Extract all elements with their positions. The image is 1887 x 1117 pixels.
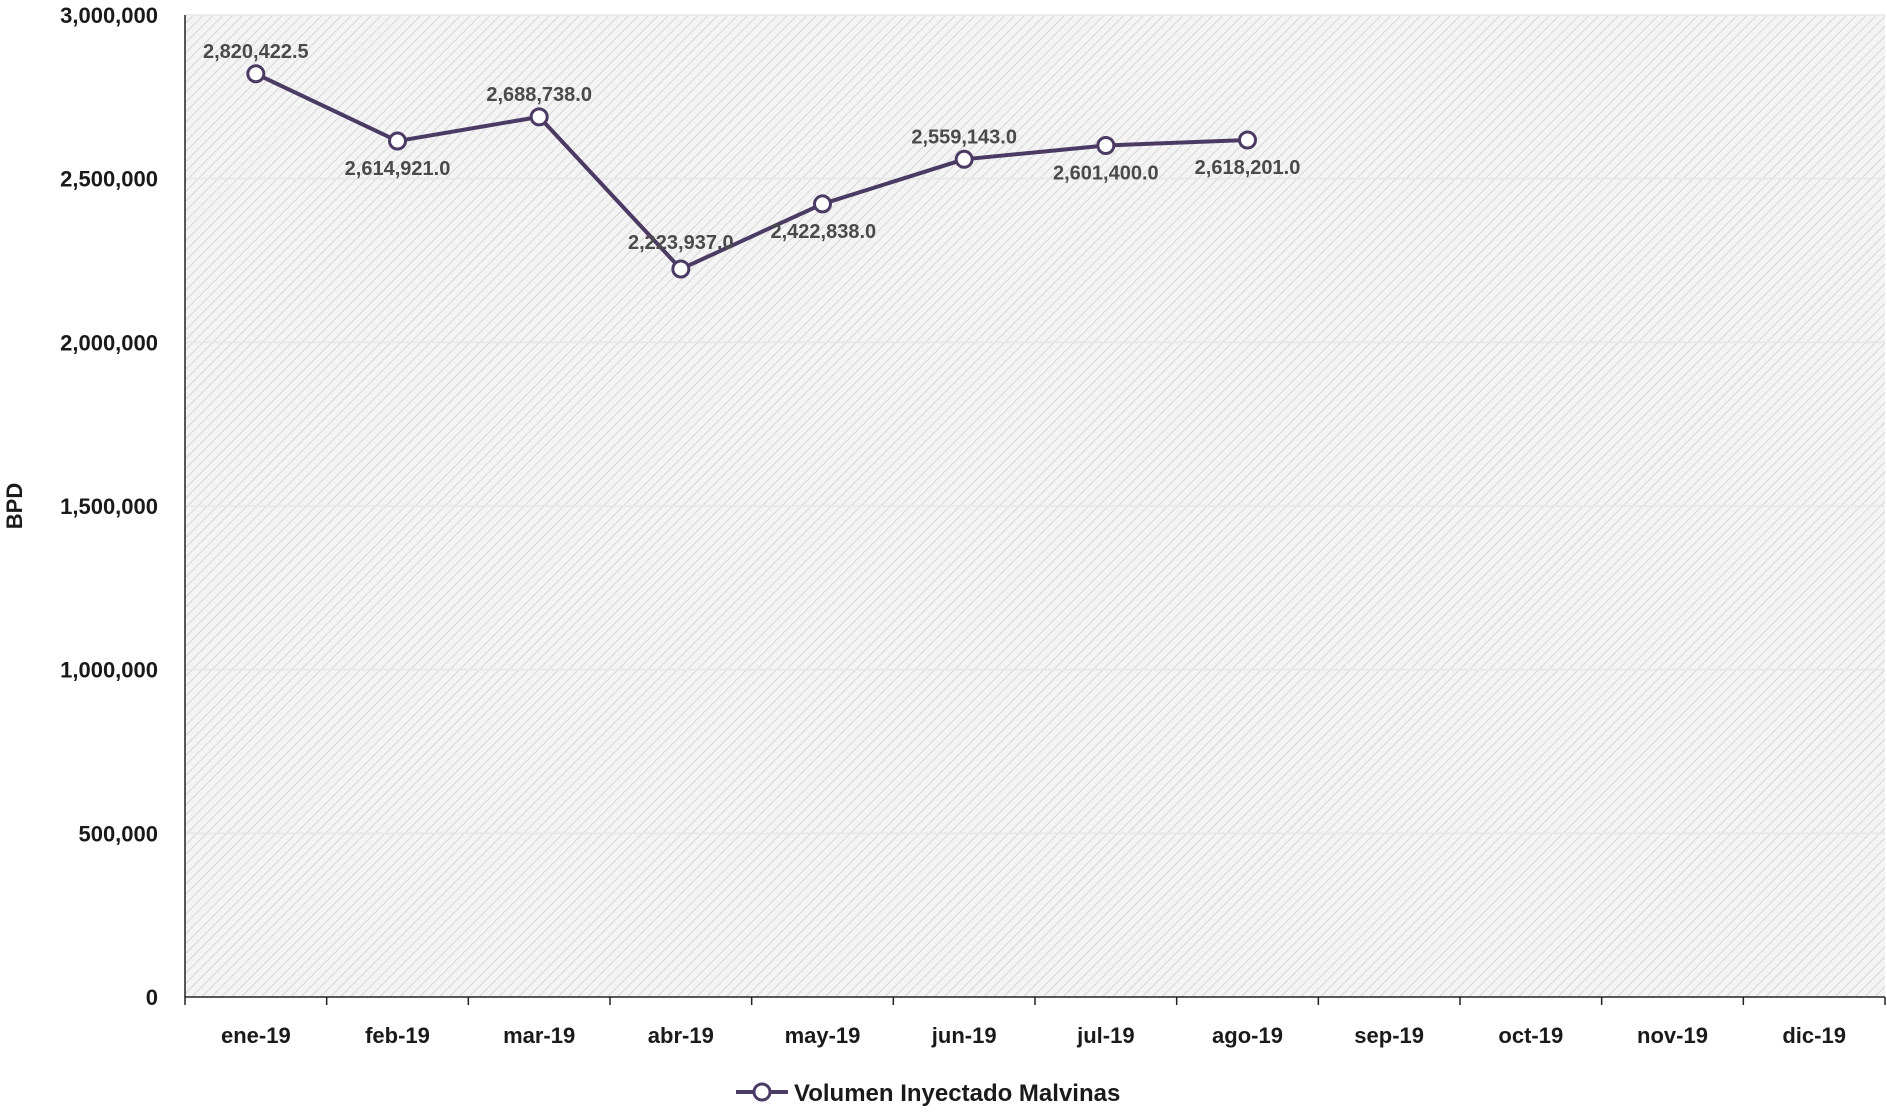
data-label: 2,614,921.0 (345, 158, 451, 180)
x-tick-label: nov-19 (1637, 1023, 1708, 1048)
x-tick-label: abr-19 (648, 1023, 714, 1048)
data-label: 2,601,400.0 (1053, 162, 1159, 184)
legend: Volumen Inyectado Malvinas (736, 1080, 1120, 1107)
data-label: 2,618,201.0 (1195, 157, 1301, 179)
series-line (254, 71, 1248, 272)
data-point (1238, 130, 1257, 150)
series-layer (246, 64, 1257, 279)
data-point (246, 64, 266, 84)
x-tick-label: may-19 (785, 1023, 861, 1048)
data-point (954, 149, 974, 169)
y-tick-label: 500,000 (78, 821, 158, 846)
data-labels: 2,820,422.5 2,614,921.0 2,688,738.0 2,223,9… (203, 41, 1300, 254)
data-label: 2,223,937.0 (628, 232, 734, 254)
y-tick-label: 2,500,000 (60, 167, 158, 192)
y-tick-label: 3,000,000 (60, 3, 158, 28)
x-tick-label: jun-19 (931, 1023, 997, 1048)
x-tick-label: mar-19 (503, 1023, 575, 1048)
gridlines (185, 14, 1885, 835)
x-tick-label: ago-19 (1212, 1023, 1283, 1048)
y-tick-label: 0 (146, 985, 158, 1010)
x-tick-label: feb-19 (365, 1023, 430, 1048)
data-point (813, 194, 832, 214)
x-tick-label: sep-19 (1354, 1023, 1424, 1048)
x-tick-label: ene-19 (221, 1023, 291, 1048)
y-axis-title: BPD (2, 483, 27, 529)
y-tick-label: 1,000,000 (60, 658, 158, 683)
y-tick-label: 2,000,000 (60, 330, 158, 355)
x-tick-label: dic-19 (1782, 1023, 1846, 1048)
data-point (1096, 135, 1116, 155)
y-tick-label: 1,500,000 (60, 494, 158, 519)
x-tick-label: jul-19 (1076, 1023, 1134, 1048)
x-tick-label: oct-19 (1498, 1023, 1563, 1048)
data-label: 2,422,838.0 (771, 221, 877, 243)
data-label: 2,688,738.0 (486, 84, 592, 106)
data-point (671, 259, 691, 279)
legend-marker-icon (752, 1082, 772, 1102)
data-point (388, 131, 407, 151)
data-point (529, 107, 549, 127)
data-label: 2,820,422.5 (203, 41, 309, 63)
data-label: 2,559,143.0 (911, 126, 1017, 148)
legend-entry-label: Volumen Inyectado Malvinas (794, 1080, 1120, 1107)
axes: 0 500,000 1,000,000 1,500,000 2,000,000 2,500… (60, 3, 1886, 1048)
